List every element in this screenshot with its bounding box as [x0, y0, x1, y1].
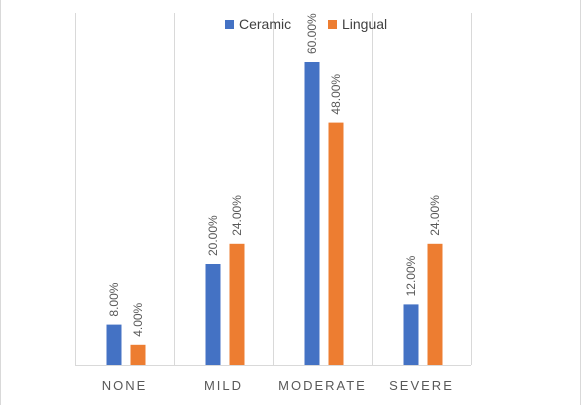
- data-label-lingual-mild: 24.00%: [230, 195, 244, 236]
- bar-lingual-none: [130, 344, 146, 365]
- data-label-ceramic-severe: 12.00%: [404, 255, 418, 296]
- data-label-ceramic-mild: 20.00%: [206, 215, 220, 256]
- legend: Ceramic Lingual: [225, 16, 387, 32]
- bar-ceramic-moderate: [304, 62, 320, 365]
- bar-ceramic-mild: [205, 264, 221, 365]
- bars: [106, 62, 443, 365]
- bar-lingual-mild: [229, 243, 245, 365]
- x-tick-label-severe: SEVERE: [389, 378, 454, 393]
- legend-swatch-lingual: [328, 20, 337, 29]
- x-axis-ticks: NONE MILD MODERATE SEVERE: [102, 378, 454, 393]
- data-label-lingual-none: 4.00%: [131, 302, 145, 336]
- data-label-ceramic-none: 8.00%: [107, 282, 121, 316]
- legend-swatch-ceramic: [225, 20, 234, 29]
- x-tick-label-mild: MILD: [204, 378, 243, 393]
- gridlines: [75, 13, 472, 366]
- bar-ceramic-severe: [403, 304, 419, 365]
- bar-lingual-severe: [427, 243, 443, 365]
- data-label-lingual-severe: 24.00%: [428, 195, 442, 236]
- legend-label-lingual: Lingual: [342, 16, 387, 32]
- x-tick-label-moderate: MODERATE: [278, 378, 367, 393]
- data-labels: 8.00% 20.00% 60.00% 12.00% 4.00% 24.00% 48.00%…: [107, 13, 442, 337]
- x-tick-label-none: NONE: [102, 378, 148, 393]
- legend-label-ceramic: Ceramic: [239, 16, 291, 32]
- data-label-ceramic-moderate: 60.00%: [305, 13, 319, 54]
- bar-ceramic-none: [106, 324, 122, 365]
- data-label-lingual-moderate: 48.00%: [329, 74, 343, 115]
- bar-lingual-moderate: [328, 122, 344, 365]
